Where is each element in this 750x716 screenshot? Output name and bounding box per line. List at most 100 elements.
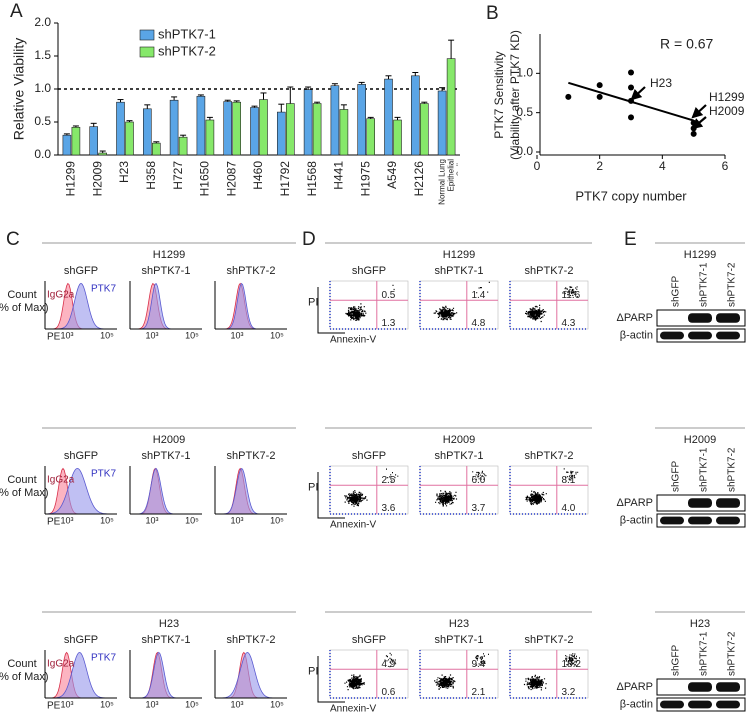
- point: [565, 93, 572, 100]
- y-axis-label: (% of Max): [0, 302, 49, 314]
- error-bar: [99, 150, 106, 154]
- band: [688, 516, 712, 525]
- error-bar: [90, 122, 97, 127]
- error-bar: [278, 103, 285, 113]
- y-tick-label: 0.0: [516, 144, 533, 158]
- lane-label: shPTK7-1: [699, 631, 710, 676]
- x-tick-label: 10⁵: [270, 330, 284, 340]
- group-title: H1299: [684, 249, 716, 261]
- x-tick-label: Normal Lung Epithelial Cells: [437, 159, 458, 205]
- x-axis-label: Annexin-V: [330, 335, 376, 346]
- plot-frame: [419, 649, 499, 699]
- error-bar: [224, 99, 231, 102]
- x-tick-label: 10³: [60, 330, 73, 340]
- band: [688, 313, 712, 323]
- upper-right-percent: 9.4: [471, 659, 485, 670]
- axis-arrows: [317, 656, 345, 703]
- lane-label: shGFP: [671, 276, 682, 307]
- lower-right-percent: 0.6: [381, 687, 395, 698]
- error-bar: [367, 116, 374, 119]
- legend-swatch: [139, 46, 155, 58]
- stain-histogram: [130, 283, 202, 330]
- x-tick-label: H2009: [90, 161, 104, 197]
- upper-right-percent: 4.9: [381, 659, 395, 670]
- x-tick-label: 4: [659, 159, 666, 173]
- plot-frame: [329, 649, 409, 699]
- point: [628, 114, 634, 121]
- y-tick-label: 1.5: [34, 48, 51, 62]
- point: [628, 69, 634, 76]
- row-label: β-actin: [620, 698, 653, 710]
- band: [688, 331, 712, 340]
- bar: [339, 109, 349, 156]
- lower-right-percent: 4.8: [471, 318, 485, 329]
- error-bar: [117, 99, 124, 103]
- x-tick-label: 10³: [145, 699, 158, 709]
- x-tick-label: 10³: [230, 699, 243, 709]
- annotation-arrow: [691, 116, 707, 130]
- error-bar: [331, 83, 338, 86]
- annotation: H23: [650, 76, 672, 90]
- annotation: H1299: [709, 90, 745, 104]
- x-axis-label: PE: [47, 701, 61, 712]
- stain-histogram: [215, 651, 287, 699]
- axis-ticks: [329, 466, 408, 515]
- bar: [419, 103, 429, 156]
- x-tick-label: 0: [534, 159, 541, 173]
- axis-ticks: [329, 281, 408, 330]
- upper-right-percent: 11.6: [561, 290, 580, 301]
- events: [525, 468, 579, 506]
- sample-label: shPTK7-2: [227, 450, 276, 462]
- sample-label: shGFP: [64, 634, 98, 646]
- control-label: IgG2a: [47, 475, 75, 486]
- bar: [312, 103, 322, 156]
- lane-label: shPTK7-2: [727, 447, 738, 492]
- events: [345, 284, 395, 321]
- error-bar: [180, 134, 187, 138]
- error-bar: [197, 94, 204, 97]
- legend-label: shPTK7-1: [158, 26, 216, 41]
- error-bar: [305, 86, 312, 90]
- sample-label: shGFP: [64, 265, 98, 277]
- error-bar: [394, 116, 401, 121]
- control-label: IgG2a: [47, 659, 75, 670]
- y-axis-label: Count: [7, 474, 36, 486]
- error-bar: [251, 105, 258, 108]
- bar: [303, 89, 313, 156]
- annotation: R = 0.67: [660, 36, 714, 52]
- x-tick-label: 10³: [145, 330, 158, 340]
- error-bar: [144, 104, 151, 109]
- lower-right-percent: 4.3: [561, 318, 575, 329]
- bar: [366, 118, 376, 156]
- bar: [178, 136, 188, 156]
- error-bar: [358, 81, 365, 85]
- y-tick-label: 0.5: [34, 114, 51, 128]
- bar: [152, 142, 161, 156]
- bar: [357, 84, 367, 156]
- lower-right-percent: 3.2: [561, 687, 575, 698]
- axis-ticks: [419, 466, 498, 515]
- point: [596, 82, 603, 89]
- band: [660, 331, 684, 340]
- x-axis-label: PTK7 copy number: [575, 188, 687, 203]
- group-title: H2009: [684, 434, 716, 446]
- error-bar: [439, 87, 446, 91]
- x-tick-label: H2087: [224, 161, 238, 197]
- y-axis-label: (% of Max): [0, 487, 49, 499]
- bar: [205, 119, 215, 156]
- x-tick-label: H441: [332, 161, 346, 190]
- point: [596, 93, 603, 100]
- error-bar: [448, 39, 455, 59]
- bar: [143, 108, 152, 156]
- control-label: IgG2a: [47, 290, 75, 301]
- axis-ticks: [509, 650, 588, 699]
- upper-right-percent: 18.2: [561, 659, 581, 670]
- sample-label: shGFP: [352, 265, 386, 277]
- panel-letter: A: [10, 1, 23, 22]
- y-axis-label: (% of Max): [0, 671, 49, 683]
- y-tick-label: 0.5: [516, 105, 533, 119]
- axis-arrows: [317, 287, 345, 334]
- band: [688, 700, 712, 709]
- lane-label: shPTK7-2: [727, 262, 738, 307]
